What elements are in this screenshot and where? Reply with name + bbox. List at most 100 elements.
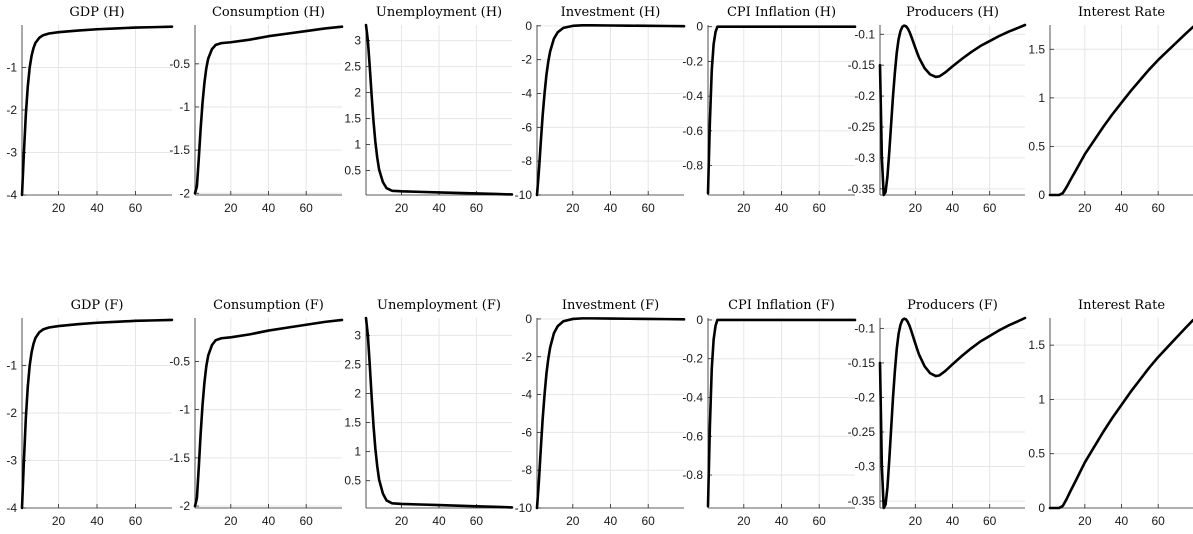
y-tick-label: 1: [1038, 91, 1045, 105]
chart-title: Consumption (F): [213, 298, 324, 313]
y-tick-label: -10: [515, 188, 533, 202]
chart-panel-5: 20 40 60 -0.8 -0.6 -0.4 -0.2 0 CPI Inflation (H): [682, 5, 857, 215]
y-tick-label: -1.5: [169, 143, 190, 157]
y-tick-label: 2: [354, 86, 361, 100]
y-tick-label: -0.1: [854, 27, 875, 41]
y-tick-label: 0.5: [344, 474, 361, 488]
chart-panel-2: 20 40 60 -2 -1.5 -1 -0.5 Consumption (H): [169, 5, 344, 215]
x-tick-label: 60: [300, 201, 314, 215]
y-tick-label: -10: [515, 501, 533, 515]
y-tick-label: -8: [521, 154, 532, 168]
x-tick-label: 60: [642, 514, 656, 528]
series-line: [193, 318, 344, 508]
x-tick-label: 40: [1115, 514, 1129, 528]
y-tick-label: -0.3: [854, 151, 875, 165]
series-line: [364, 23, 514, 196]
y-tick-label: -4: [521, 388, 532, 402]
x-tick-label: 20: [52, 201, 66, 215]
y-tick-label: -4: [6, 188, 17, 202]
chart-title: Unemployment (F): [377, 298, 501, 313]
y-tick-label: 0.5: [1028, 139, 1045, 153]
y-tick-label: 0: [1038, 501, 1045, 515]
x-tick-label: 20: [566, 201, 580, 215]
chart-panel-6: 20 40 60 -0.35 -0.3 -0.25 -0.2 -0.15 -0.1 Produce…: [848, 5, 1027, 215]
y-tick-label: -2: [521, 350, 532, 364]
x-tick-label: 60: [983, 201, 997, 215]
chart-title: Consumption (H): [212, 5, 325, 20]
y-tick-label: -6: [521, 120, 532, 134]
y-tick-label: -0.25: [848, 425, 876, 439]
y-tick-label: -0.6: [682, 124, 703, 138]
x-tick-label: 20: [52, 514, 66, 528]
y-tick-label: 0: [525, 312, 532, 326]
y-tick-label: -6: [521, 425, 532, 439]
y-tick-label: 1: [354, 138, 361, 152]
x-tick-label: 20: [395, 514, 409, 528]
y-tick-label: -0.5: [169, 57, 190, 71]
y-tick-label: 0.5: [344, 164, 361, 178]
chart-title: Unemployment (H): [376, 5, 502, 20]
y-tick-label: -4: [6, 501, 17, 515]
x-tick-label: 60: [813, 514, 827, 528]
chart-title: Investment (H): [561, 5, 661, 20]
y-tick-label: 1: [1038, 392, 1045, 406]
y-tick-label: 2.5: [344, 357, 361, 371]
x-tick-label: 40: [432, 514, 446, 528]
chart-panel-7: 20 40 60 0 0.5 1 1.5 Interest Rate: [1028, 5, 1193, 215]
chart-title: Interest Rate: [1078, 298, 1165, 313]
x-tick-label: 20: [737, 201, 751, 215]
y-tick-label: -0.8: [682, 159, 703, 173]
y-tick-label: -0.2: [854, 89, 875, 103]
y-tick-label: 0.5: [1028, 447, 1045, 461]
y-tick-label: 2.5: [344, 60, 361, 74]
y-tick-label: 0: [1038, 188, 1045, 202]
x-tick-label: 40: [946, 514, 960, 528]
x-tick-label: 60: [1151, 201, 1165, 215]
x-tick-label: 40: [604, 514, 618, 528]
y-tick-label: 3: [354, 328, 361, 342]
chart-panel-12: 20 40 60 -0.8 -0.6 -0.4 -0.2 0 CPI Inflation (F): [682, 298, 857, 528]
x-tick-label: 60: [129, 201, 143, 215]
y-tick-label: -2: [6, 406, 17, 420]
chart-title: GDP (F): [71, 298, 124, 313]
x-tick-label: 20: [909, 201, 923, 215]
x-tick-label: 40: [432, 201, 446, 215]
y-tick-label: -0.4: [682, 89, 703, 103]
x-tick-label: 60: [983, 514, 997, 528]
y-tick-label: -0.2: [682, 352, 703, 366]
y-tick-label: 0: [696, 313, 703, 327]
chart-panel-3: 20 40 60 0.5 1 1.5 2 2.5 3 Unemployment (H): [344, 5, 514, 215]
y-tick-label: -2: [179, 499, 190, 513]
chart-title: CPI Inflation (H): [727, 5, 836, 20]
y-tick-label: 1.5: [1028, 42, 1045, 56]
x-tick-label: 40: [775, 201, 789, 215]
y-tick-label: -2: [6, 103, 17, 117]
y-tick-label: -0.3: [854, 460, 875, 474]
series-line: [1048, 318, 1193, 510]
chart-title: Investment (F): [562, 298, 659, 313]
chart-panel-9: 20 40 60 -2 -1.5 -1 -0.5 Consumption (F): [169, 298, 344, 528]
y-tick-label: 1.5: [1028, 338, 1045, 352]
y-tick-label: 1.5: [344, 112, 361, 126]
x-tick-label: 20: [224, 514, 238, 528]
x-tick-label: 40: [775, 514, 789, 528]
x-tick-label: 40: [946, 201, 960, 215]
x-tick-label: 60: [813, 201, 827, 215]
y-tick-label: -0.35: [848, 494, 876, 508]
x-tick-label: 20: [737, 514, 751, 528]
x-tick-label: 40: [262, 201, 276, 215]
series-line: [878, 23, 1027, 197]
y-tick-label: 1: [354, 445, 361, 459]
chart-title: GDP (H): [69, 5, 124, 20]
chart-panel-10: 20 40 60 0.5 1 1.5 2 2.5 3 Unemployment (F): [344, 298, 514, 528]
y-tick-label: -0.15: [848, 58, 876, 72]
series-line: [706, 318, 857, 508]
x-tick-label: 60: [470, 201, 484, 215]
y-tick-label: -0.8: [682, 468, 703, 482]
series-line: [20, 25, 174, 197]
chart-title: CPI Inflation (F): [728, 298, 835, 313]
y-tick-label: 2: [354, 387, 361, 401]
chart-panel-11: 20 40 60 -10 -8 -6 -4 -2 0 Investment (F): [515, 298, 686, 528]
y-tick-label: -0.2: [854, 390, 875, 404]
